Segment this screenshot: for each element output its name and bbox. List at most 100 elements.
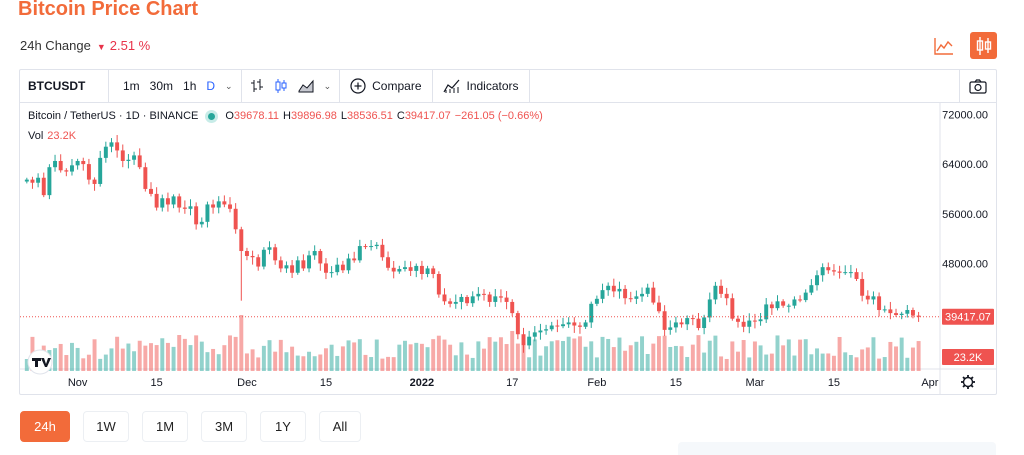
period-selector: 24h 1W 1M 3M 1Y All (20, 411, 361, 442)
tradingview-logo (27, 349, 53, 375)
interval-d[interactable]: D (206, 79, 216, 93)
chart-type-chevron-icon[interactable]: ⌄ (323, 80, 332, 91)
volume-bar (668, 346, 673, 371)
candle-body (871, 296, 876, 300)
volume-bar (177, 335, 182, 371)
period-3m[interactable]: 3M (201, 411, 247, 442)
volume-bar (617, 337, 622, 371)
y-tick-label: 64000.00 (942, 159, 988, 171)
candle-body (515, 313, 520, 335)
candle-body (792, 299, 797, 306)
candles-icon[interactable] (274, 78, 288, 94)
candle-body (679, 322, 684, 325)
candlestick-chart[interactable]: 72000.00 64000.00 56000.00 48000.00 39417.07… (20, 102, 996, 394)
volume-bar (854, 357, 859, 371)
volume-bar (58, 343, 63, 371)
chart-legend: Bitcoin / TetherUS · 1D · BINANCE O 39678… (28, 110, 547, 122)
candle-chart-button[interactable] (970, 32, 997, 59)
chart-type-group: ⌄ (242, 70, 341, 102)
interval-30m[interactable]: 30m (149, 79, 174, 93)
volume-bar (160, 338, 165, 371)
volume-bar (171, 346, 176, 371)
candle-body (273, 247, 278, 261)
volume-bar (843, 352, 848, 371)
volume-bar (374, 339, 379, 371)
candle-body (352, 258, 357, 261)
compare-button[interactable]: Compare (340, 70, 433, 102)
candle-body (656, 302, 661, 312)
candle-body (916, 315, 921, 317)
volume-bar (894, 346, 898, 371)
volume-bar (369, 357, 374, 371)
volume-bar (792, 355, 797, 371)
volume-bar (577, 336, 582, 371)
candle-body (736, 318, 740, 322)
volume-bar (132, 351, 137, 371)
candle-body (611, 285, 616, 292)
volume-bar (656, 336, 661, 371)
candle-body (24, 179, 29, 182)
period-1m[interactable]: 1M (142, 411, 188, 442)
period-24h[interactable]: 24h (20, 411, 70, 442)
bars-icon[interactable] (250, 78, 264, 94)
symbol-search[interactable]: BTCUSDT (20, 70, 109, 102)
interval-dropdown-chevron-icon[interactable]: ⌄ (225, 80, 233, 91)
interval-1h[interactable]: 1h (183, 79, 197, 93)
volume-bar (380, 358, 385, 371)
open-label: O (225, 110, 234, 122)
volume-bar (86, 354, 91, 371)
candle-body (419, 265, 424, 274)
candle-body (391, 267, 396, 272)
interval-1m[interactable]: 1m (123, 79, 140, 93)
volume-bar (820, 353, 825, 371)
candle-body (820, 267, 825, 276)
period-1w[interactable]: 1W (83, 411, 129, 442)
change-value-legend: −261.05 (−0.66%) (454, 110, 543, 122)
interval-group: 1m 30m 1h D ⌄ (109, 70, 242, 102)
candle-body (696, 318, 701, 329)
candle-body (149, 188, 153, 194)
volume-bar (758, 345, 763, 371)
volume-bar (888, 341, 893, 371)
candle-body (256, 257, 261, 267)
candle-body (831, 270, 836, 272)
candle-body (414, 265, 419, 271)
x-tick-label: 2022 (410, 377, 434, 389)
volume-bar (290, 346, 295, 371)
candle-body (815, 275, 819, 286)
volume-bar (634, 341, 639, 371)
x-tick-label: 15 (670, 377, 682, 389)
indicators-button[interactable]: Indicators (433, 70, 530, 102)
candle-body (843, 272, 848, 274)
volume-bar (589, 341, 594, 371)
candle-body (36, 177, 41, 183)
last-volume-label: 23.2K (954, 352, 983, 364)
area-icon[interactable] (298, 79, 314, 93)
candle-body (493, 296, 498, 302)
snapshot-button[interactable] (959, 70, 996, 102)
volume-bar (606, 338, 611, 371)
volume-bar (719, 356, 724, 371)
candle-body (261, 249, 266, 267)
volume-bar (623, 350, 628, 371)
change-label: 24h Change (20, 38, 91, 53)
x-tick-label: Nov (68, 377, 88, 389)
candle-body (685, 318, 690, 325)
candle-body (47, 167, 52, 196)
period-1y[interactable]: 1Y (260, 411, 306, 442)
volume-bar (910, 347, 915, 371)
candle-body (803, 292, 808, 301)
volume-bar (871, 337, 876, 371)
low-value: 38536.51 (346, 110, 393, 122)
candle-body (662, 311, 667, 330)
volume-bar (769, 353, 774, 371)
candle-body (86, 164, 91, 180)
volume-bar (549, 341, 554, 371)
volume-bar (786, 339, 791, 371)
candle-body (386, 257, 391, 268)
high-value: 39896.98 (290, 110, 337, 122)
period-all[interactable]: All (319, 411, 361, 442)
chart-toolbar: BTCUSDT 1m 30m 1h D ⌄ ⌄ Compare Indicato… (20, 70, 996, 103)
settings-gear-icon[interactable] (961, 375, 975, 389)
line-chart-button[interactable] (930, 32, 957, 59)
